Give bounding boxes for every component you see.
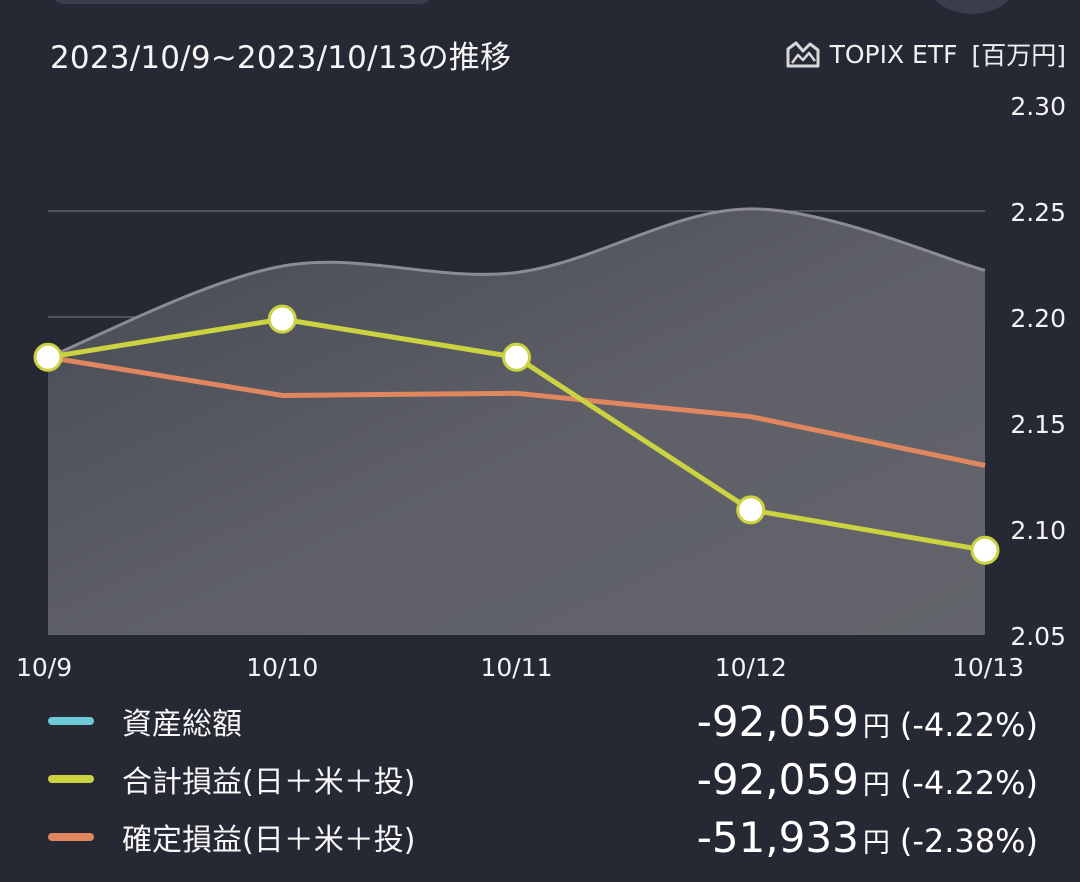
legend-currency: 円 [862,827,890,859]
y-tick-label: 2.05 [1010,622,1066,651]
legend-currency: 円 [862,711,890,743]
legend-amount: -92,059 [696,754,859,804]
data-point-marker[interactable] [267,304,297,334]
legend-value: -51,933 円 (-2.38%) [697,813,1038,862]
data-point-marker[interactable] [736,495,766,525]
y-tick-label: 2.30 [1010,92,1066,121]
benchmark-indicator[interactable]: TOPIX ETF [百万円] [786,36,1066,72]
data-point-marker[interactable] [970,535,1000,565]
x-tick-label: 10/10 [246,653,318,682]
top-action-button[interactable] [922,0,1022,14]
top-tab-pill[interactable] [52,0,432,4]
mountain-chart-icon [786,41,820,68]
legend-value: -92,059 円 (-4.22%) [697,697,1038,746]
legend-currency: 円 [862,769,890,801]
legend-value: -92,059 円 (-4.22%) [697,755,1038,804]
y-tick-label: 2.15 [1010,410,1066,439]
y-tick-label: 2.20 [1010,304,1066,333]
series-line [47,354,986,468]
x-tick-label: 10/11 [480,653,552,682]
benchmark-label: TOPIX ETF [829,39,958,69]
x-tick-label: 10/9 [16,653,72,682]
legend-amount: -92,059 [696,696,859,746]
legend-swatch [48,717,94,725]
x-tick-label: 10/12 [715,653,787,682]
legend-percent: (-4.22%) [899,705,1038,744]
legend-amount: -51,933 [696,812,859,862]
legend-row[interactable]: 確定損益(日＋米＋投) -51,933 円 (-2.38%) [48,809,1038,865]
legend-label: 合計損益(日＋米＋投) [122,765,416,800]
legend-swatch [48,833,94,841]
period-title: 2023/10/9~2023/10/13の推移 [50,40,512,76]
x-tick-label: 10/13 [952,653,1024,682]
legend-percent: (-2.38%) [899,821,1038,860]
legend-label: 確定損益(日＋米＋投) [122,823,416,858]
legend-row[interactable]: 合計損益(日＋米＋投) -92,059 円 (-4.22%) [48,751,1038,807]
legend-swatch [48,775,94,783]
y-tick-label: 2.25 [1010,198,1066,227]
unit-label: [百万円] [971,41,1066,70]
benchmark-line [47,207,986,359]
data-point-marker[interactable] [33,342,63,372]
data-point-marker[interactable] [502,342,531,372]
legend-row[interactable]: 資産総額 -92,059 円 (-4.22%) [48,693,1038,749]
legend-label: 資産総額 [122,707,242,742]
asset-line-chart: 2.30 2.25 2.20 2.15 2.10 2.05 10/9 10/10 10/11 10… [16,92,1066,682]
legend-percent: (-4.22%) [899,763,1038,802]
y-tick-label: 2.10 [1010,516,1066,545]
